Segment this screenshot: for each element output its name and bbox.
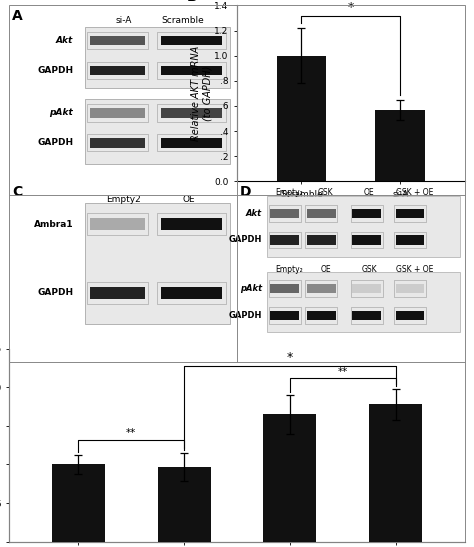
Bar [90, 36, 145, 45]
Bar [307, 235, 336, 245]
Bar [307, 311, 336, 320]
Bar [84, 27, 230, 88]
Bar [351, 280, 383, 297]
Bar [161, 36, 222, 45]
Bar [87, 62, 148, 79]
Bar [157, 62, 226, 79]
Bar [271, 235, 299, 245]
Bar [396, 208, 424, 218]
Text: Empty₂: Empty₂ [275, 188, 303, 197]
Text: GSK + OE: GSK + OE [396, 265, 433, 274]
Bar [352, 235, 381, 245]
Bar [394, 231, 426, 248]
Bar [158, 467, 210, 542]
Text: Akt: Akt [246, 209, 262, 218]
Bar [351, 231, 383, 248]
Bar [87, 32, 148, 49]
Bar [396, 235, 424, 245]
Bar [87, 104, 148, 121]
Bar [90, 218, 145, 230]
Bar [157, 213, 226, 235]
Bar [269, 231, 301, 248]
Text: GSK: GSK [361, 265, 377, 274]
Text: GAPDH: GAPDH [37, 288, 73, 297]
Text: Ambra1: Ambra1 [34, 219, 73, 229]
Bar [351, 307, 383, 324]
Bar [352, 284, 381, 293]
Bar [269, 307, 301, 324]
Bar [161, 218, 222, 230]
Text: GAPDH: GAPDH [228, 236, 262, 245]
Text: *: * [347, 1, 354, 14]
Text: GSK + OE: GSK + OE [396, 188, 433, 197]
Bar [305, 307, 337, 324]
Bar [52, 464, 105, 542]
Text: Akt: Akt [56, 36, 73, 45]
Text: Empty₂: Empty₂ [275, 265, 303, 274]
Bar [266, 272, 460, 332]
Bar [266, 196, 460, 257]
Bar [87, 134, 148, 152]
Bar [305, 280, 337, 297]
Bar [157, 134, 226, 152]
Text: si-A: si-A [115, 16, 131, 25]
Text: *: * [287, 351, 293, 364]
Bar [375, 110, 425, 182]
Bar [269, 205, 301, 222]
Bar [90, 66, 145, 75]
Text: **: ** [337, 366, 348, 377]
Bar [87, 213, 148, 235]
Bar [161, 138, 222, 148]
Text: **: ** [126, 428, 137, 438]
Bar [305, 205, 337, 222]
Bar [276, 56, 326, 182]
Bar [396, 284, 424, 293]
Bar [90, 287, 145, 299]
Text: GAPDH: GAPDH [37, 138, 73, 147]
Y-axis label: Relative AKT mRNA
(to GAPDH): Relative AKT mRNA (to GAPDH) [191, 46, 213, 141]
Bar [87, 282, 148, 304]
Bar [90, 108, 145, 118]
Bar [157, 32, 226, 49]
Bar [161, 108, 222, 118]
Text: pAkt: pAkt [240, 284, 262, 293]
Text: pAkt: pAkt [49, 108, 73, 117]
Bar [157, 282, 226, 304]
Bar [396, 311, 424, 320]
Bar [90, 138, 145, 148]
Bar [161, 287, 222, 299]
Text: OE: OE [183, 195, 196, 204]
Text: OE: OE [364, 188, 374, 197]
Text: GAPDH: GAPDH [37, 66, 73, 75]
Text: GAPDH: GAPDH [228, 311, 262, 320]
Bar [264, 415, 316, 542]
Bar [394, 307, 426, 324]
Bar [369, 404, 422, 542]
Bar [352, 208, 381, 218]
Text: D: D [239, 185, 251, 199]
Bar [305, 231, 337, 248]
Text: OE: OE [320, 265, 331, 274]
Bar [84, 203, 230, 324]
Bar [157, 104, 226, 121]
Bar [84, 98, 230, 164]
Text: GSK: GSK [318, 188, 334, 197]
Text: Empty2: Empty2 [106, 195, 141, 204]
Text: A: A [12, 9, 22, 23]
Text: B: B [187, 0, 198, 4]
Bar [307, 284, 336, 293]
Bar [394, 205, 426, 222]
Bar [271, 284, 299, 293]
Text: Scramble: Scramble [161, 16, 204, 25]
Bar [351, 205, 383, 222]
Bar [161, 66, 222, 75]
Bar [271, 208, 299, 218]
Bar [271, 311, 299, 320]
Bar [352, 311, 381, 320]
Bar [307, 208, 336, 218]
Bar [394, 280, 426, 297]
Text: C: C [12, 185, 22, 199]
Bar [269, 280, 301, 297]
